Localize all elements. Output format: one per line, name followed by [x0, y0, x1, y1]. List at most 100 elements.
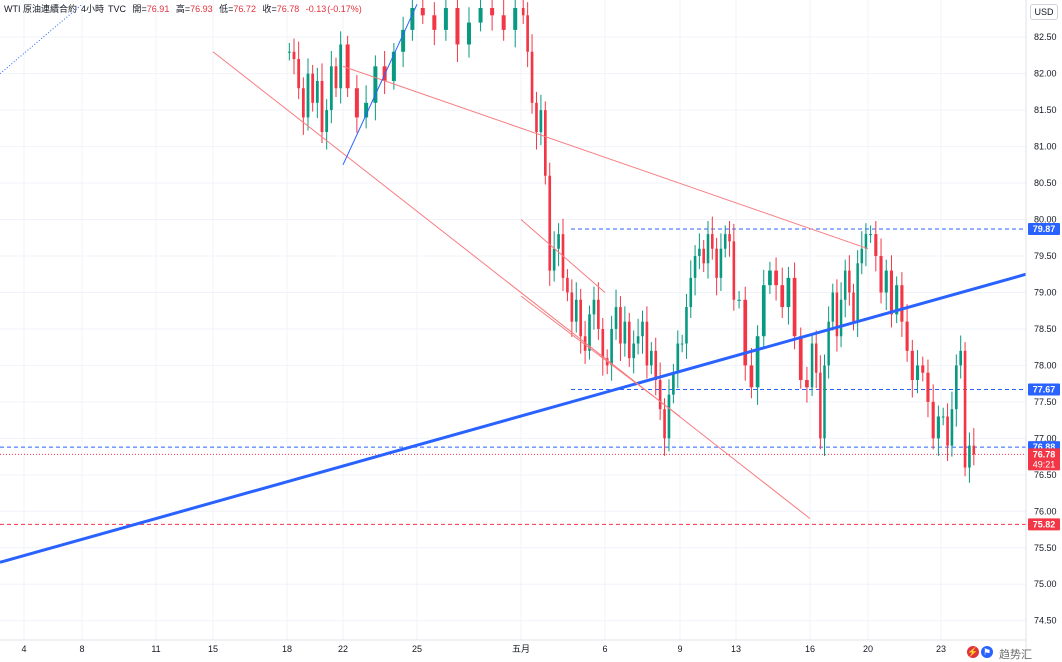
grid [0, 0, 1026, 640]
close-label: 收= [262, 4, 277, 14]
candle-body [373, 66, 378, 103]
candle-body [364, 102, 369, 118]
candle-body [792, 277, 797, 337]
price-label-bg [1028, 518, 1060, 531]
candle-body [843, 270, 847, 300]
trend-line [0, 272, 1027, 564]
candle-body [910, 350, 914, 380]
x-tick-label: 18 [282, 644, 292, 654]
candle-body [490, 8, 495, 16]
candle-body [627, 321, 631, 359]
candle-body [732, 241, 736, 300]
candle-body [614, 307, 618, 329]
candle-body [931, 401, 935, 439]
candle-body [530, 51, 534, 103]
y-tick-label: 77.00 [1034, 433, 1057, 443]
candle-body [805, 380, 809, 388]
y-tick-label: 76.00 [1034, 506, 1057, 516]
candle-body [874, 234, 878, 256]
trend-line [520, 295, 681, 417]
candle-body [306, 73, 310, 118]
trend-line [520, 219, 606, 293]
candle-body [354, 88, 359, 118]
y-tick-label: 79.00 [1034, 287, 1057, 297]
y-tick-label: 81.00 [1034, 142, 1057, 152]
candle-body [743, 299, 748, 366]
candle-body [570, 292, 574, 322]
candle-body [548, 175, 552, 271]
candle-body [501, 15, 506, 30]
candle-body [663, 409, 666, 439]
candle-body [513, 8, 518, 30]
candle-body [889, 270, 894, 315]
y-tick-label: 79.50 [1034, 251, 1057, 261]
candle-body [521, 8, 525, 16]
candle-body [535, 102, 538, 132]
candle-body [786, 277, 791, 308]
candle-body [680, 343, 684, 345]
candle-body [719, 248, 723, 278]
bar-countdown: 49:21 [1033, 459, 1056, 469]
price-label: 76.78 [1033, 449, 1056, 459]
y-tick-label: 80.00 [1034, 215, 1057, 225]
y-axis[interactable]: 74.50 75.00 75.50 76.00 76.50 77.00 77.50 78.00… [1025, 0, 1057, 660]
candle-body [711, 234, 714, 249]
candle-body [884, 270, 888, 293]
price-label: 77.67 [1033, 384, 1056, 394]
y-tick-label: 82.50 [1034, 32, 1057, 42]
x-tick-label: 4 [21, 644, 26, 654]
candle-body [654, 350, 658, 380]
close-value: 76.78 [276, 4, 300, 14]
flag-icon: ⚑ [981, 646, 993, 658]
price-label: 76.88 [1033, 442, 1056, 452]
currency-button[interactable]: USD [1030, 4, 1058, 20]
candle-body [641, 321, 644, 337]
candle-body [755, 336, 760, 388]
trend-lines[interactable] [0, 3, 1027, 564]
price-label-bg [1028, 448, 1060, 471]
candle-body [972, 445, 976, 455]
candle-body [420, 8, 425, 16]
x-axis[interactable]: 4 8 11 15 18 22 25 五月 6 9 13 16 20 23 [0, 639, 1026, 654]
y-tick-label: 78.50 [1034, 324, 1057, 334]
candle-body [950, 409, 954, 446]
candle-body [737, 299, 741, 301]
candle-body [658, 380, 662, 410]
candle-body [443, 8, 448, 30]
x-tick-label: 15 [208, 644, 218, 654]
candle-body [941, 416, 945, 418]
candle-body [645, 321, 649, 366]
candle-body [632, 343, 635, 359]
candle-body [706, 234, 710, 264]
candle-body [774, 270, 778, 286]
y-tick-label: 76.50 [1034, 470, 1057, 480]
symbol-name: WTI 原油連續合約 [4, 4, 77, 14]
candle-body [345, 44, 350, 89]
y-tick-label: 74.50 [1034, 616, 1057, 626]
candle-body [543, 110, 547, 176]
candle-body [827, 321, 830, 366]
high-value: 76.93 [190, 4, 213, 14]
candle-body [921, 365, 925, 373]
candle-body [823, 365, 826, 439]
candle-body [685, 307, 688, 344]
x-tick-label: 11 [151, 644, 160, 654]
candle-body [601, 328, 605, 359]
candle-body [819, 372, 822, 439]
x-tick-label: 23 [936, 644, 946, 654]
candle-body [566, 277, 569, 293]
candle-body [869, 234, 873, 236]
trend-line [342, 65, 869, 250]
trend-line [342, 4, 418, 166]
x-tick-label: 13 [731, 644, 741, 654]
price-label: 75.82 [1033, 519, 1056, 529]
candle-body [334, 66, 338, 89]
candle-body [856, 263, 859, 322]
price-label-bg [1028, 223, 1060, 236]
candle-body [610, 328, 613, 366]
y-tick-label: 82.00 [1034, 69, 1057, 79]
candle-body [676, 343, 680, 373]
x-tick-label: 6 [602, 644, 607, 654]
candle-body [864, 234, 868, 249]
